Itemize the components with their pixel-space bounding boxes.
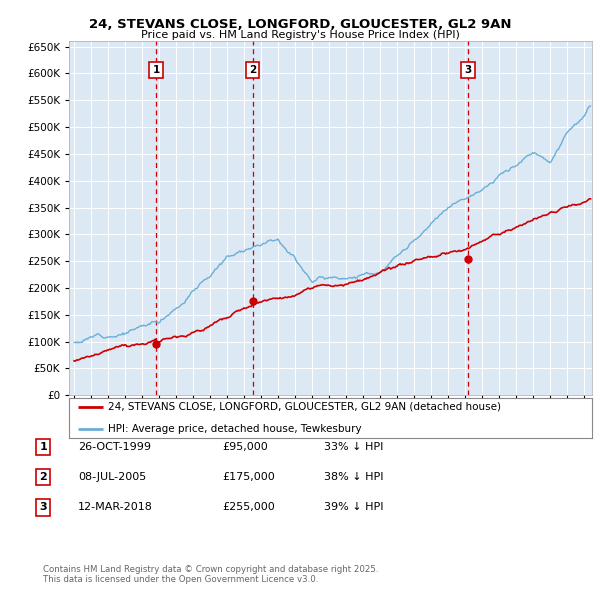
Text: 26-OCT-1999: 26-OCT-1999 [78,442,151,451]
Text: 1: 1 [152,65,160,75]
Text: 3: 3 [40,503,47,512]
Text: HPI: Average price, detached house, Tewkesbury: HPI: Average price, detached house, Tewk… [108,424,362,434]
Text: 12-MAR-2018: 12-MAR-2018 [78,503,153,512]
Text: 3: 3 [464,65,472,75]
Text: £175,000: £175,000 [222,472,275,481]
Text: Contains HM Land Registry data © Crown copyright and database right 2025.
This d: Contains HM Land Registry data © Crown c… [43,565,379,584]
Text: 2: 2 [249,65,256,75]
Text: 24, STEVANS CLOSE, LONGFORD, GLOUCESTER, GL2 9AN (detached house): 24, STEVANS CLOSE, LONGFORD, GLOUCESTER,… [108,402,501,412]
Text: 39% ↓ HPI: 39% ↓ HPI [324,503,383,512]
Text: 38% ↓ HPI: 38% ↓ HPI [324,472,383,481]
Text: Price paid vs. HM Land Registry's House Price Index (HPI): Price paid vs. HM Land Registry's House … [140,30,460,40]
Text: 24, STEVANS CLOSE, LONGFORD, GLOUCESTER, GL2 9AN: 24, STEVANS CLOSE, LONGFORD, GLOUCESTER,… [89,18,511,31]
Text: 2: 2 [40,472,47,481]
Text: £95,000: £95,000 [222,442,268,451]
Text: 08-JUL-2005: 08-JUL-2005 [78,472,146,481]
Text: £255,000: £255,000 [222,503,275,512]
Text: 1: 1 [40,442,47,451]
Text: 33% ↓ HPI: 33% ↓ HPI [324,442,383,451]
